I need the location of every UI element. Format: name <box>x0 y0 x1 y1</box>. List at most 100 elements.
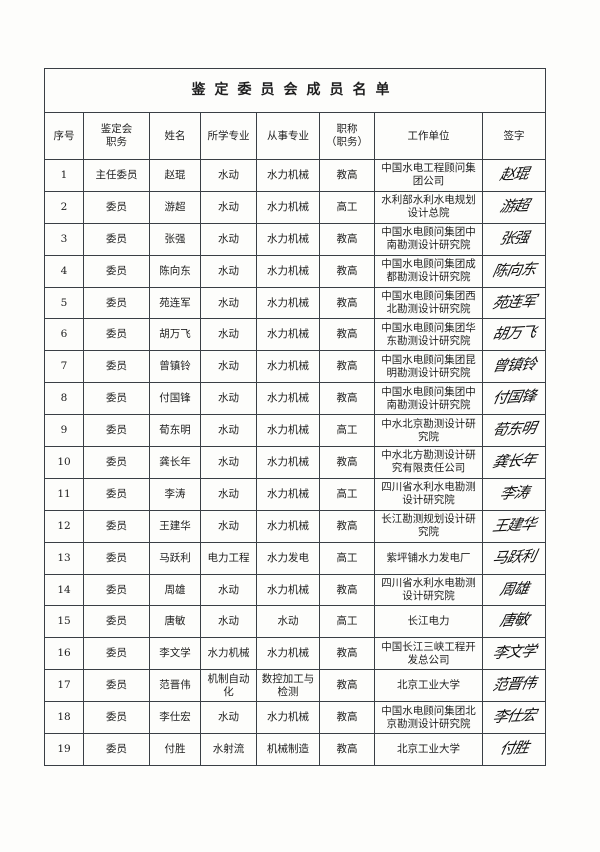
member-signature: 李涛 <box>482 477 546 511</box>
member-signature: 付国锋 <box>482 382 546 416</box>
member-name: 王建华 <box>149 509 201 543</box>
table-row: 11 委员 李涛 水动 水力机械 高工 四川省水利水电勘测设计研究院 李涛 <box>44 477 546 511</box>
member-field: 水力机械 <box>256 382 320 416</box>
member-major: 水动 <box>200 573 257 607</box>
member-field: 水力机械 <box>256 701 320 735</box>
member-major: 水射流 <box>200 733 257 766</box>
member-major: 水动 <box>200 477 257 511</box>
handwritten-signature: 范晋伟 <box>491 674 538 695</box>
committee-role: 委员 <box>83 573 150 607</box>
row-number: 16 <box>44 637 84 671</box>
member-name: 荀东明 <box>149 414 201 448</box>
handwritten-signature: 李仕宏 <box>491 705 538 727</box>
member-organization: 长江勘测规划设计研究院 <box>374 509 483 543</box>
member-organization: 中国水电顾问集团北京勘测设计研究院 <box>374 701 483 735</box>
member-rank: 高工 <box>319 190 375 224</box>
member-signature: 周雄 <box>482 573 546 607</box>
header-major: 所学专业 <box>200 112 257 160</box>
handwritten-signature: 李涛 <box>498 483 531 503</box>
committee-role: 委员 <box>83 509 150 543</box>
member-major: 水动 <box>200 605 257 639</box>
member-name: 苑连军 <box>149 286 201 320</box>
committee-role: 委员 <box>83 382 150 416</box>
table-row: 9 委员 荀东明 水动 水力机械 高工 中水北京勘测设计研究院 荀东明 <box>44 414 546 448</box>
table-row: 19 委员 付胜 水射流 机械制造 教高 北京工业大学 付胜 <box>44 733 546 766</box>
header-org: 工作单位 <box>374 112 483 160</box>
table-row: 10 委员 龚长年 水动 水力机械 教高 中水北方勘测设计研究有限责任公司 龚长年 <box>44 446 546 479</box>
handwritten-signature: 陈向东 <box>491 259 538 280</box>
handwritten-signature: 赵琨 <box>498 164 531 184</box>
committee-role: 委员 <box>83 605 150 639</box>
row-number: 15 <box>44 605 84 639</box>
member-field: 水力机械 <box>256 637 320 671</box>
member-name: 龚长年 <box>149 446 201 479</box>
member-signature: 游超 <box>482 190 546 224</box>
row-number: 3 <box>44 222 84 256</box>
member-list-document: 鉴定委员会成员名单 序号 鉴定会 职务 姓名 所学专业 从事专业 职称 （职务） 工… <box>44 68 546 766</box>
committee-role: 委员 <box>83 414 150 448</box>
row-number: 8 <box>44 382 84 416</box>
member-signature: 李文学 <box>482 637 546 671</box>
table-row: 17 委员 范晋伟 机制自动化 数控加工与检测 教高 北京工业大学 范晋伟 <box>44 669 546 703</box>
member-name: 唐敏 <box>149 605 201 639</box>
member-major: 水动 <box>200 350 257 384</box>
committee-role: 委员 <box>83 701 150 735</box>
member-organization: 北京工业大学 <box>374 733 483 766</box>
member-rank: 教高 <box>319 573 375 607</box>
member-signature: 陈向东 <box>482 254 546 288</box>
member-table: 鉴定委员会成员名单 序号 鉴定会 职务 姓名 所学专业 从事专业 职称 （职务） 工… <box>44 68 546 766</box>
table-row: 4 委员 陈向东 水动 水力机械 教高 中国水电顾问集团成都勘测设计研究院 陈向东 <box>44 254 546 288</box>
member-rank: 教高 <box>319 669 375 703</box>
member-signature: 胡万飞 <box>482 318 546 352</box>
member-signature: 唐敏 <box>482 605 546 639</box>
table-row: 1 主任委员 赵琨 水动 水力机械 教高 中国水电工程顾问集团公司 赵琨 <box>44 159 546 192</box>
member-major: 水动 <box>200 701 257 735</box>
member-major: 水动 <box>200 190 257 224</box>
member-organization: 中国水电工程顾问集团公司 <box>374 159 483 192</box>
handwritten-signature: 张强 <box>498 227 531 248</box>
member-rank: 教高 <box>319 733 375 766</box>
member-major: 水动 <box>200 159 257 192</box>
table-row: 8 委员 付国锋 水动 水力机械 教高 中国水电顾问集团中南勘测设计研究院 付国锋 <box>44 382 546 416</box>
member-signature: 赵琨 <box>482 159 546 192</box>
row-number: 13 <box>44 541 84 575</box>
row-number: 7 <box>44 350 84 384</box>
member-name: 范晋伟 <box>149 669 201 703</box>
member-major: 电力工程 <box>200 541 257 575</box>
member-rank: 高工 <box>319 414 375 448</box>
handwritten-signature: 付胜 <box>498 738 531 758</box>
member-name: 李仕宏 <box>149 701 201 735</box>
row-number: 12 <box>44 509 84 543</box>
member-organization: 中国水电顾问集团中南勘测设计研究院 <box>374 382 483 416</box>
handwritten-signature: 付国锋 <box>491 387 538 408</box>
table-row: 3 委员 张强 水动 水力机械 教高 中国水电顾问集团中南勘测设计研究院 张强 <box>44 222 546 256</box>
member-organization: 四川省水利水电勘测设计研究院 <box>374 573 483 607</box>
committee-role: 委员 <box>83 446 150 479</box>
table-row: 15 委员 唐敏 水动 水动 高工 长江电力 唐敏 <box>44 605 546 639</box>
member-field: 水力机械 <box>256 509 320 543</box>
committee-role: 委员 <box>83 222 150 256</box>
table-row: 7 委员 曾镇铃 水动 水力机械 教高 中国水电顾问集团昆明勘测设计研究院 曾镇铃 <box>44 350 546 384</box>
member-organization: 北京工业大学 <box>374 669 483 703</box>
member-field: 水力机械 <box>256 159 320 192</box>
row-number: 19 <box>44 733 84 766</box>
handwritten-signature: 胡万飞 <box>491 323 538 344</box>
member-rank: 教高 <box>319 382 375 416</box>
header-name: 姓名 <box>149 112 201 160</box>
table-row: 14 委员 周雄 水动 水力机械 教高 四川省水利水电勘测设计研究院 周雄 <box>44 573 546 607</box>
handwritten-signature: 龚长年 <box>491 450 538 472</box>
member-field: 水力机械 <box>256 573 320 607</box>
table-row: 18 委员 李仕宏 水动 水力机械 教高 中国水电顾问集团北京勘测设计研究院 李仕宏 <box>44 701 546 735</box>
committee-role: 委员 <box>83 190 150 224</box>
header-no: 序号 <box>44 112 84 160</box>
member-field: 水力机械 <box>256 350 320 384</box>
member-name: 胡万飞 <box>149 318 201 352</box>
member-field: 水力机械 <box>256 254 320 288</box>
member-rank: 高工 <box>319 541 375 575</box>
member-signature: 龚长年 <box>482 446 546 479</box>
member-organization: 中水北方勘测设计研究有限责任公司 <box>374 446 483 479</box>
handwritten-signature: 游超 <box>498 196 531 216</box>
member-major: 水动 <box>200 254 257 288</box>
handwritten-signature: 苑连军 <box>491 291 538 312</box>
member-field: 水力机械 <box>256 318 320 352</box>
